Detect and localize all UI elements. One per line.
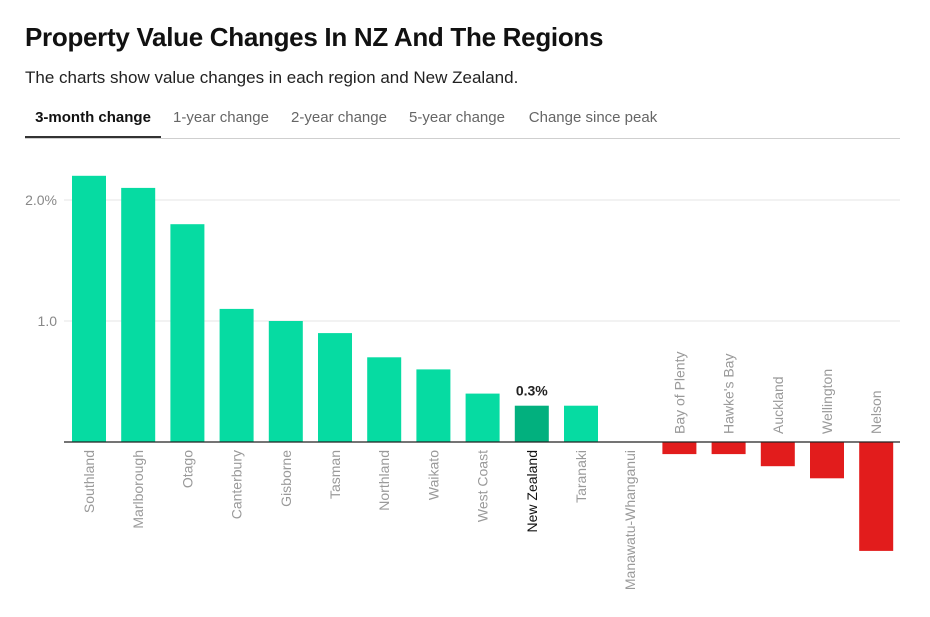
bar-marlborough bbox=[121, 187, 156, 442]
x-tick-label: Otago bbox=[179, 450, 195, 488]
x-tick-label: Manawatu-Whanganui bbox=[622, 450, 638, 590]
x-tick-label: Wellington bbox=[819, 369, 835, 434]
bar-new-zealand bbox=[514, 405, 549, 442]
bar-bay-of-plenty bbox=[662, 442, 697, 455]
bar-gisborne bbox=[268, 321, 303, 442]
x-tick-label: Gisborne bbox=[278, 450, 294, 507]
tab-bar: 3-month change 1-year change 2-year chan… bbox=[25, 100, 900, 139]
x-tick-label: Waikato bbox=[425, 450, 441, 500]
y-tick-label: 2.0% bbox=[25, 192, 57, 208]
bar-waikato bbox=[416, 369, 451, 442]
x-tick-label: Marlborough bbox=[130, 450, 146, 529]
tab-2-year-change[interactable]: 2-year change bbox=[291, 109, 387, 126]
bar-auckland bbox=[760, 442, 795, 467]
bar-wellington bbox=[810, 442, 844, 479]
x-tick-label: New Zealand bbox=[524, 450, 540, 533]
tab-1-year-change[interactable]: 1-year change bbox=[173, 109, 269, 126]
y-tick-label: 1.0 bbox=[38, 313, 58, 329]
bar-nelson bbox=[859, 442, 894, 551]
x-tick-label: Nelson bbox=[868, 390, 884, 434]
x-tick-label: Canterbury bbox=[229, 450, 245, 519]
x-tick-label: Northland bbox=[376, 450, 392, 511]
bar-southland bbox=[72, 175, 106, 443]
bar-west-coast bbox=[465, 393, 500, 442]
tab-5-year-change[interactable]: 5-year change bbox=[409, 109, 505, 126]
bar-tasman bbox=[318, 333, 352, 442]
x-tick-label: Taranaki bbox=[573, 450, 589, 503]
x-tick-label: Auckland bbox=[770, 376, 786, 434]
bar-northland bbox=[367, 357, 402, 442]
x-tick-label: Southland bbox=[81, 450, 97, 513]
chart-title: Property Value Changes In NZ And The Reg… bbox=[25, 22, 604, 52]
data-label: 0.3% bbox=[516, 383, 548, 399]
bar-taranaki bbox=[564, 405, 598, 442]
x-tick-label: West Coast bbox=[475, 450, 491, 522]
x-tick-label: Tasman bbox=[327, 450, 343, 499]
x-tick-label: Hawke's Bay bbox=[721, 354, 737, 434]
x-tick-label: Bay of Plenty bbox=[671, 352, 687, 435]
bar-canterbury bbox=[219, 308, 254, 442]
chart-subtitle: The charts show value changes in each re… bbox=[25, 68, 519, 87]
tab-change-since-peak[interactable]: Change since peak bbox=[528, 109, 658, 126]
bar-otago bbox=[170, 224, 205, 442]
bar-hawke-s-bay bbox=[711, 442, 746, 455]
tab-3-month-change[interactable]: 3-month change bbox=[25, 100, 161, 138]
